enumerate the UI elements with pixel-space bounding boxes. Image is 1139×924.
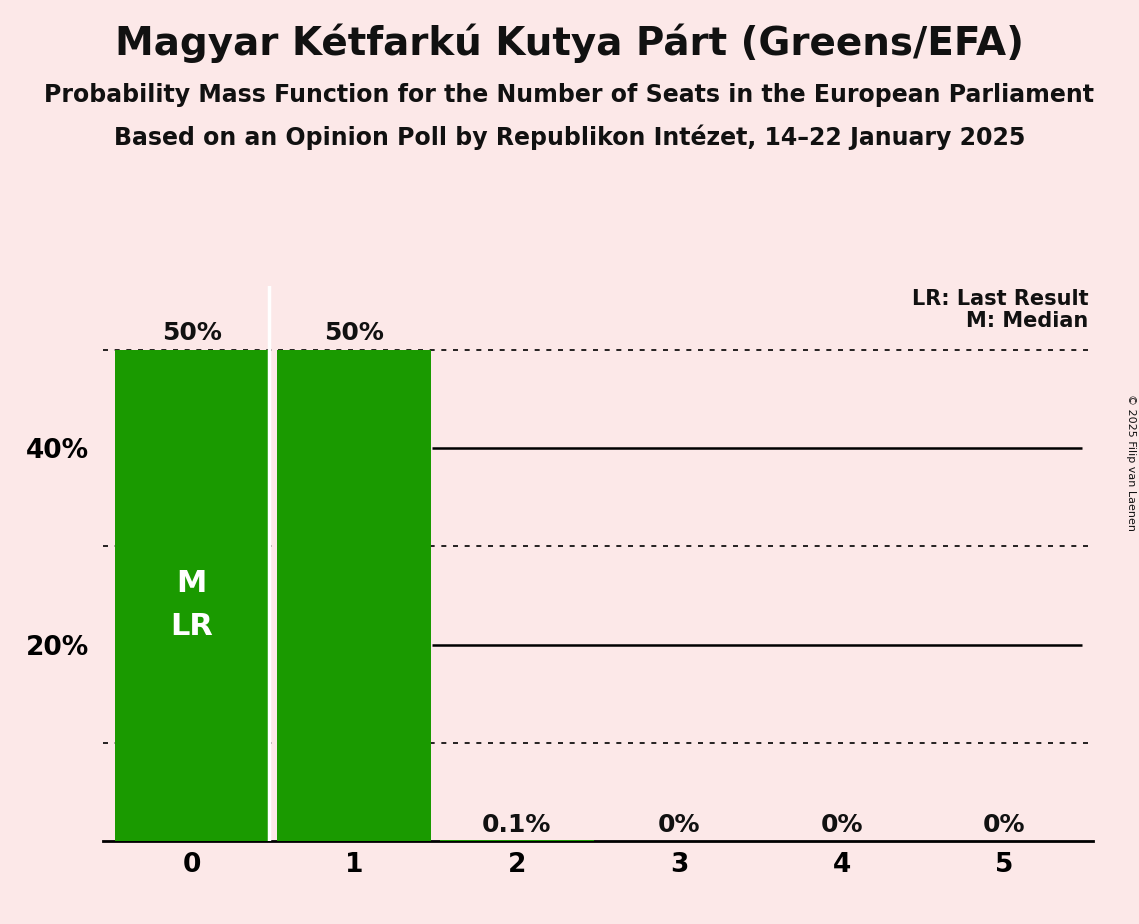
Text: LR: Last Result: LR: Last Result: [912, 289, 1089, 310]
Text: 50%: 50%: [325, 322, 384, 346]
Text: Magyar Kétfarkú Kutya Párt (Greens/EFA): Magyar Kétfarkú Kutya Párt (Greens/EFA): [115, 23, 1024, 63]
Text: 50%: 50%: [162, 322, 222, 346]
Bar: [440, 840, 593, 841]
Text: 0%: 0%: [983, 813, 1025, 837]
Text: © 2025 Filip van Laenen: © 2025 Filip van Laenen: [1126, 394, 1136, 530]
Text: M: Median: M: Median: [966, 311, 1089, 332]
Text: 0%: 0%: [820, 813, 863, 837]
Text: 0%: 0%: [658, 813, 700, 837]
Text: Based on an Opinion Poll by Republikon Intézet, 14–22 January 2025: Based on an Opinion Poll by Republikon I…: [114, 125, 1025, 151]
Bar: [277, 350, 432, 841]
Text: M
LR: M LR: [171, 569, 213, 641]
Bar: [115, 350, 269, 841]
Text: 0.1%: 0.1%: [482, 813, 551, 837]
Text: Probability Mass Function for the Number of Seats in the European Parliament: Probability Mass Function for the Number…: [44, 83, 1095, 107]
